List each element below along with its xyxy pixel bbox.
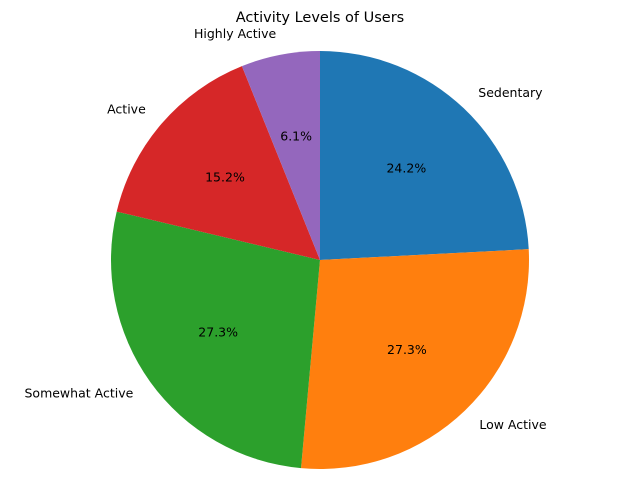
slice-label-low-active: Low Active [479, 417, 547, 432]
slice-label-somewhat-active: Somewhat Active [24, 386, 133, 401]
slice-percent-somewhat-active: 27.3% [198, 325, 238, 340]
pie-labels: Sedentary 24.2% Low Active 27.3% Somewhat Ac… [24, 26, 546, 432]
pie-slice-active [116, 66, 320, 260]
slice-percent-highly-active: 6.1% [280, 128, 312, 143]
slice-percent-active: 15.2% [205, 170, 245, 185]
slice-label-sedentary: Sedentary [478, 85, 543, 100]
slice-label-highly-active: Highly Active [194, 26, 277, 41]
pie-slice-sedentary [320, 51, 529, 260]
chart-title: Activity Levels of Users [236, 10, 404, 26]
slice-label-active: Active [107, 101, 146, 116]
slice-percent-sedentary: 24.2% [386, 161, 426, 176]
pie-slices [111, 50, 529, 469]
pie-slice-highly-active [241, 50, 320, 260]
pie-slice-somewhat-active [111, 211, 320, 469]
pie-slice-low-active [301, 249, 529, 469]
slice-percent-low-active: 27.3% [387, 342, 427, 357]
